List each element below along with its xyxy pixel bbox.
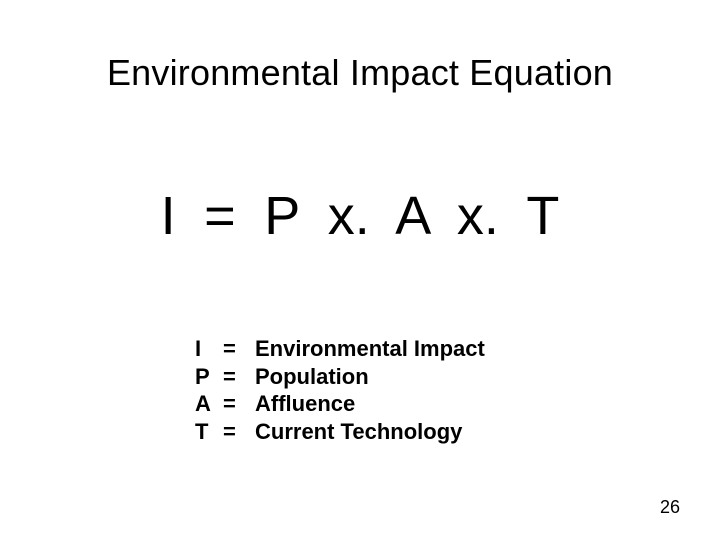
- legend-var: I: [195, 335, 223, 363]
- legend-var: T: [195, 418, 223, 446]
- legend-eq: =: [223, 335, 255, 363]
- legend-eq: =: [223, 418, 255, 446]
- legend-row: T = Current Technology: [195, 418, 485, 446]
- legend-def: Affluence: [255, 390, 355, 418]
- legend-eq: =: [223, 390, 255, 418]
- legend-eq: =: [223, 363, 255, 391]
- legend-row: P = Population: [195, 363, 485, 391]
- legend-var: P: [195, 363, 223, 391]
- legend: I = Environmental Impact P = Population …: [195, 335, 485, 445]
- legend-var: A: [195, 390, 223, 418]
- legend-def: Population: [255, 363, 369, 391]
- page-number: 26: [660, 497, 680, 518]
- legend-def: Environmental Impact: [255, 335, 485, 363]
- legend-def: Current Technology: [255, 418, 462, 446]
- legend-row: I = Environmental Impact: [195, 335, 485, 363]
- equation-text: I = P x. A x. T: [0, 185, 720, 247]
- slide: Environmental Impact Equation I = P x. A…: [0, 0, 720, 540]
- slide-title: Environmental Impact Equation: [0, 52, 720, 94]
- legend-row: A = Affluence: [195, 390, 485, 418]
